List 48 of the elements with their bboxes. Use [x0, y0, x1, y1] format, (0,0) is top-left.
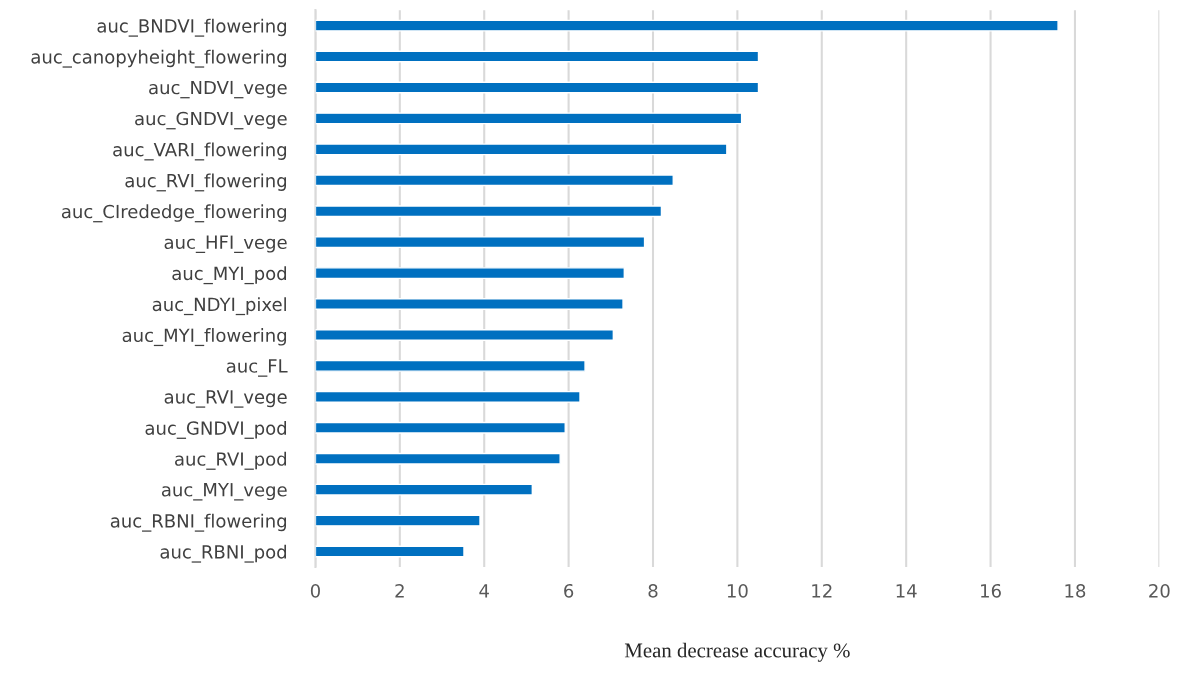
x-tick-label: 20 — [1149, 583, 1170, 598]
x-tick-label: 4 — [479, 584, 489, 598]
bar — [315, 514, 481, 527]
bar — [315, 267, 626, 280]
y-tick-label: auc_canopyheight_flowering — [31, 49, 287, 68]
bar — [315, 329, 615, 341]
y-tick-label: auc_GNDVI_pod — [145, 420, 287, 439]
bar — [315, 205, 663, 218]
bar — [315, 359, 586, 372]
bar — [315, 421, 566, 434]
x-tick-label: 0 — [310, 583, 320, 598]
x-tick-label: 8 — [648, 583, 658, 598]
bar — [315, 452, 561, 465]
x-tick-label: 10 — [727, 583, 748, 598]
bar — [315, 81, 760, 94]
bar — [315, 174, 674, 187]
bar — [315, 483, 534, 496]
bar — [315, 50, 760, 63]
x-tick-label: 16 — [981, 583, 1001, 598]
y-tick-label: auc_MYI_pod — [172, 266, 287, 285]
x-tick-label: 6 — [564, 583, 574, 598]
bar — [315, 143, 728, 156]
y-tick-label: auc_RBNI_flowering — [110, 513, 287, 532]
bar — [315, 19, 1059, 32]
x-tick-label: 12 — [812, 583, 832, 598]
x-tick-label: 14 — [896, 584, 917, 598]
bar — [315, 545, 465, 558]
y-tick-label: auc_VARI_flowering — [113, 142, 287, 161]
x-axis-title: Mean decrease accuracy % — [624, 642, 850, 662]
x-tick-label: 2 — [395, 583, 404, 598]
y-tick-label: auc_HFI_vege — [164, 235, 287, 254]
y-tick-label: auc_RVI_pod — [175, 451, 287, 470]
y-tick-label: auc_FL — [226, 359, 288, 377]
y-tick-label: auc_RBNI_pod — [160, 544, 287, 563]
y-tick-label: auc_MYI_vege — [161, 483, 287, 501]
y-tick-label: auc_NDYI_pixel — [152, 297, 286, 316]
y-tick-label: auc_GNDVI_vege — [135, 111, 287, 130]
bar — [315, 298, 624, 310]
y-tick-label: auc_MYI_flowering — [122, 328, 287, 347]
y-tick-label: auc_CIrededge_flowering — [61, 204, 287, 223]
bar — [315, 112, 743, 125]
y-tick-label: auc_NDVI_vege — [149, 80, 287, 99]
bar — [315, 390, 581, 403]
x-tick-label: 18 — [1065, 583, 1086, 598]
y-tick-label: auc_BNDVI_flowering — [97, 18, 287, 37]
y-tick-label: auc_RVI_flowering — [125, 173, 287, 192]
bar — [315, 236, 646, 249]
y-tick-label: auc_RVI_vege — [164, 390, 287, 408]
